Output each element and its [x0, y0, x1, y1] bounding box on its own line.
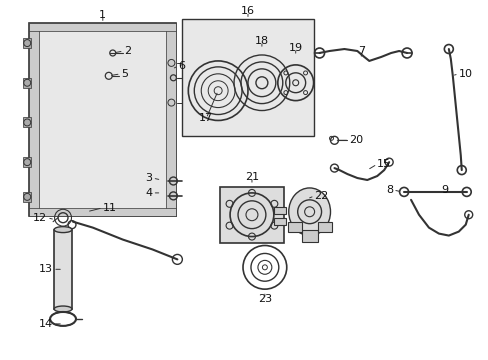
Bar — [29, 23, 39, 216]
Bar — [166, 23, 176, 216]
Bar — [273, 207, 285, 214]
Text: 10: 10 — [458, 69, 472, 79]
Text: 6: 6 — [178, 61, 185, 71]
Ellipse shape — [54, 306, 72, 312]
Bar — [182, 19, 313, 136]
Text: 4: 4 — [145, 188, 152, 198]
Bar — [273, 218, 285, 225]
Bar — [29, 23, 176, 216]
Bar — [29, 23, 176, 31]
Bar — [23, 192, 31, 202]
Text: 12: 12 — [33, 213, 47, 223]
Text: 22: 22 — [314, 191, 328, 201]
Ellipse shape — [54, 227, 72, 233]
Bar — [220, 187, 283, 243]
Bar — [29, 208, 176, 216]
Text: 13: 13 — [39, 264, 53, 274]
Text: 23: 23 — [257, 294, 271, 304]
Text: 17: 17 — [199, 113, 213, 123]
Text: 16: 16 — [241, 6, 254, 16]
Text: 2: 2 — [123, 46, 131, 56]
Bar — [23, 157, 31, 167]
Text: 19: 19 — [288, 43, 302, 53]
Text: 3: 3 — [145, 173, 152, 183]
Text: 1: 1 — [99, 10, 106, 20]
Bar — [23, 38, 31, 48]
Text: 21: 21 — [244, 172, 259, 182]
Text: 15: 15 — [376, 159, 390, 169]
Text: 20: 20 — [349, 135, 363, 145]
Text: 8: 8 — [385, 185, 392, 195]
Text: 18: 18 — [254, 36, 268, 46]
Text: 7: 7 — [357, 46, 364, 56]
Bar — [287, 222, 301, 231]
Text: 14: 14 — [39, 319, 53, 329]
Bar — [23, 78, 31, 88]
Bar — [23, 117, 31, 127]
Text: 11: 11 — [102, 203, 117, 213]
Bar — [54, 230, 72, 309]
Bar — [317, 222, 331, 231]
Ellipse shape — [288, 188, 330, 235]
Text: 5: 5 — [121, 69, 127, 79]
Bar — [301, 230, 317, 242]
Text: 9: 9 — [440, 185, 447, 195]
